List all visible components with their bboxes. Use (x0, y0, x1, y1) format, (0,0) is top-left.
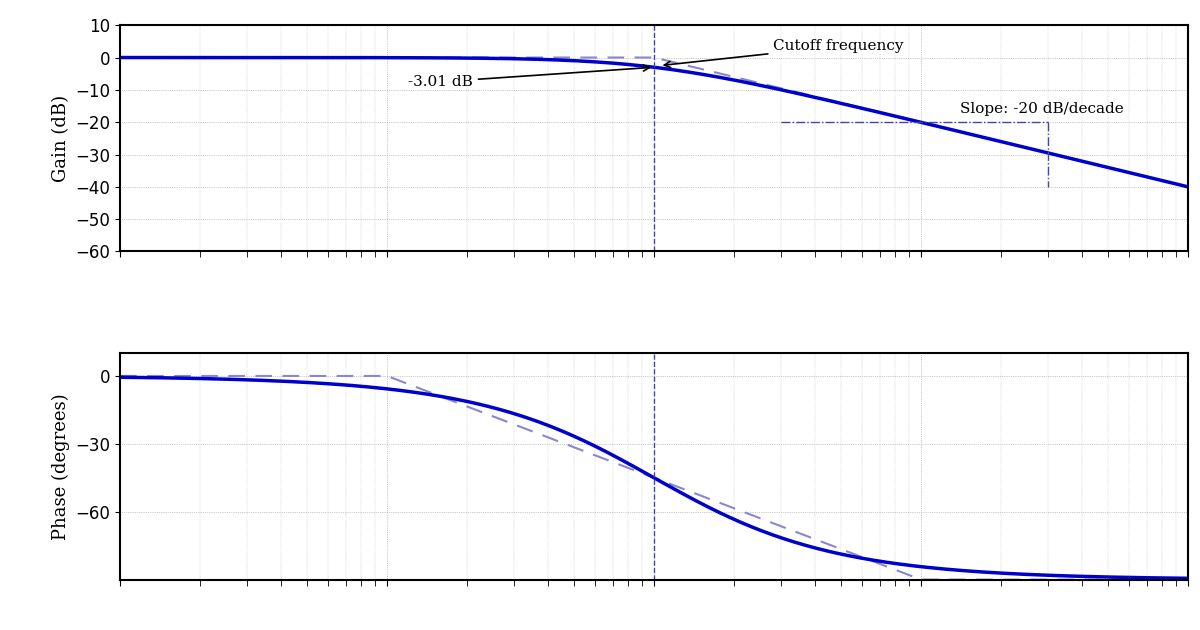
Text: -3.01 dB: -3.01 dB (408, 65, 649, 89)
Text: Cutoff frequency: Cutoff frequency (665, 39, 904, 67)
Text: Slope: -20 dB/decade: Slope: -20 dB/decade (960, 102, 1123, 117)
Y-axis label: Phase (degrees): Phase (degrees) (52, 393, 70, 540)
Y-axis label: Gain (dB): Gain (dB) (52, 94, 70, 182)
